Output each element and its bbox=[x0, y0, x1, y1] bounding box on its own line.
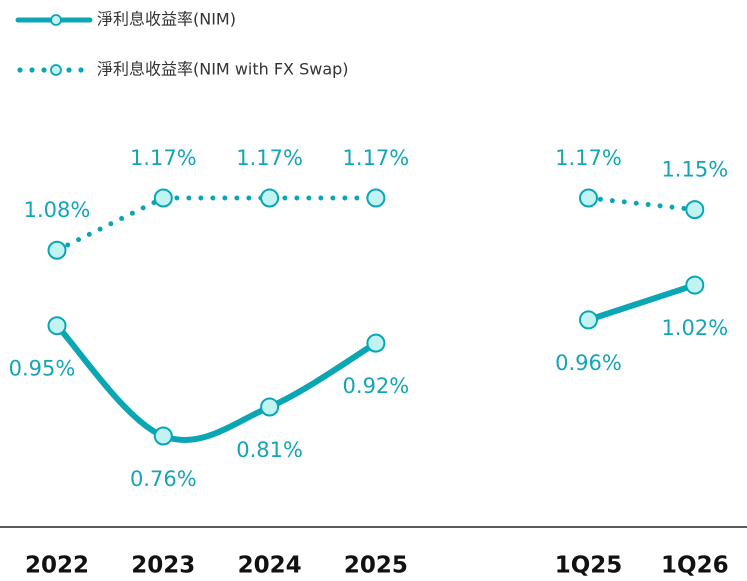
x-tick-label: 2022 bbox=[25, 553, 89, 579]
legend-label: 淨利息收益率(NIM with FX Swap) bbox=[97, 60, 349, 79]
point-marker bbox=[685, 200, 705, 220]
point-marker bbox=[260, 397, 280, 417]
value-label: 1.02% bbox=[661, 316, 728, 340]
legend-dot bbox=[29, 67, 35, 73]
value-label: 1.17% bbox=[130, 146, 197, 170]
point-marker bbox=[153, 188, 173, 208]
point-marker bbox=[579, 188, 598, 208]
legend-dot bbox=[66, 67, 72, 73]
point-marker bbox=[47, 240, 67, 260]
x-tick-label: 2025 bbox=[344, 553, 408, 579]
value-label: 0.96% bbox=[555, 351, 622, 375]
point-marker bbox=[579, 310, 598, 330]
legend-marker bbox=[50, 14, 62, 26]
x-tick-label: 2023 bbox=[131, 553, 195, 579]
value-label: 1.17% bbox=[236, 146, 303, 170]
dotted-line bbox=[586, 195, 698, 213]
value-label: 1.17% bbox=[555, 146, 622, 170]
value-label: 1.17% bbox=[343, 146, 410, 170]
point-marker bbox=[366, 188, 386, 208]
legend-label: 淨利息收益率(NIM) bbox=[97, 10, 236, 29]
point-marker bbox=[685, 275, 705, 295]
point-marker bbox=[153, 426, 173, 446]
point-marker bbox=[47, 316, 67, 336]
x-tick-label: 1Q25 bbox=[555, 553, 623, 579]
legend-dot bbox=[17, 67, 23, 73]
value-label: 0.95% bbox=[9, 357, 76, 381]
legend-dot bbox=[78, 67, 84, 73]
point-marker bbox=[366, 333, 386, 353]
solid-line bbox=[585, 282, 698, 323]
point-marker bbox=[260, 188, 280, 208]
value-label: 1.15% bbox=[661, 158, 728, 182]
value-label: 0.76% bbox=[130, 467, 197, 491]
value-label: 0.81% bbox=[236, 438, 303, 462]
value-label: 1.08% bbox=[24, 198, 91, 222]
solid-line bbox=[54, 322, 379, 443]
legend-marker bbox=[50, 64, 62, 76]
dotted-line bbox=[54, 195, 379, 253]
x-tick-label: 2024 bbox=[238, 553, 302, 579]
value-label: 0.92% bbox=[343, 374, 410, 398]
legend-dot bbox=[41, 67, 47, 73]
x-tick-label: 1Q26 bbox=[661, 553, 729, 579]
